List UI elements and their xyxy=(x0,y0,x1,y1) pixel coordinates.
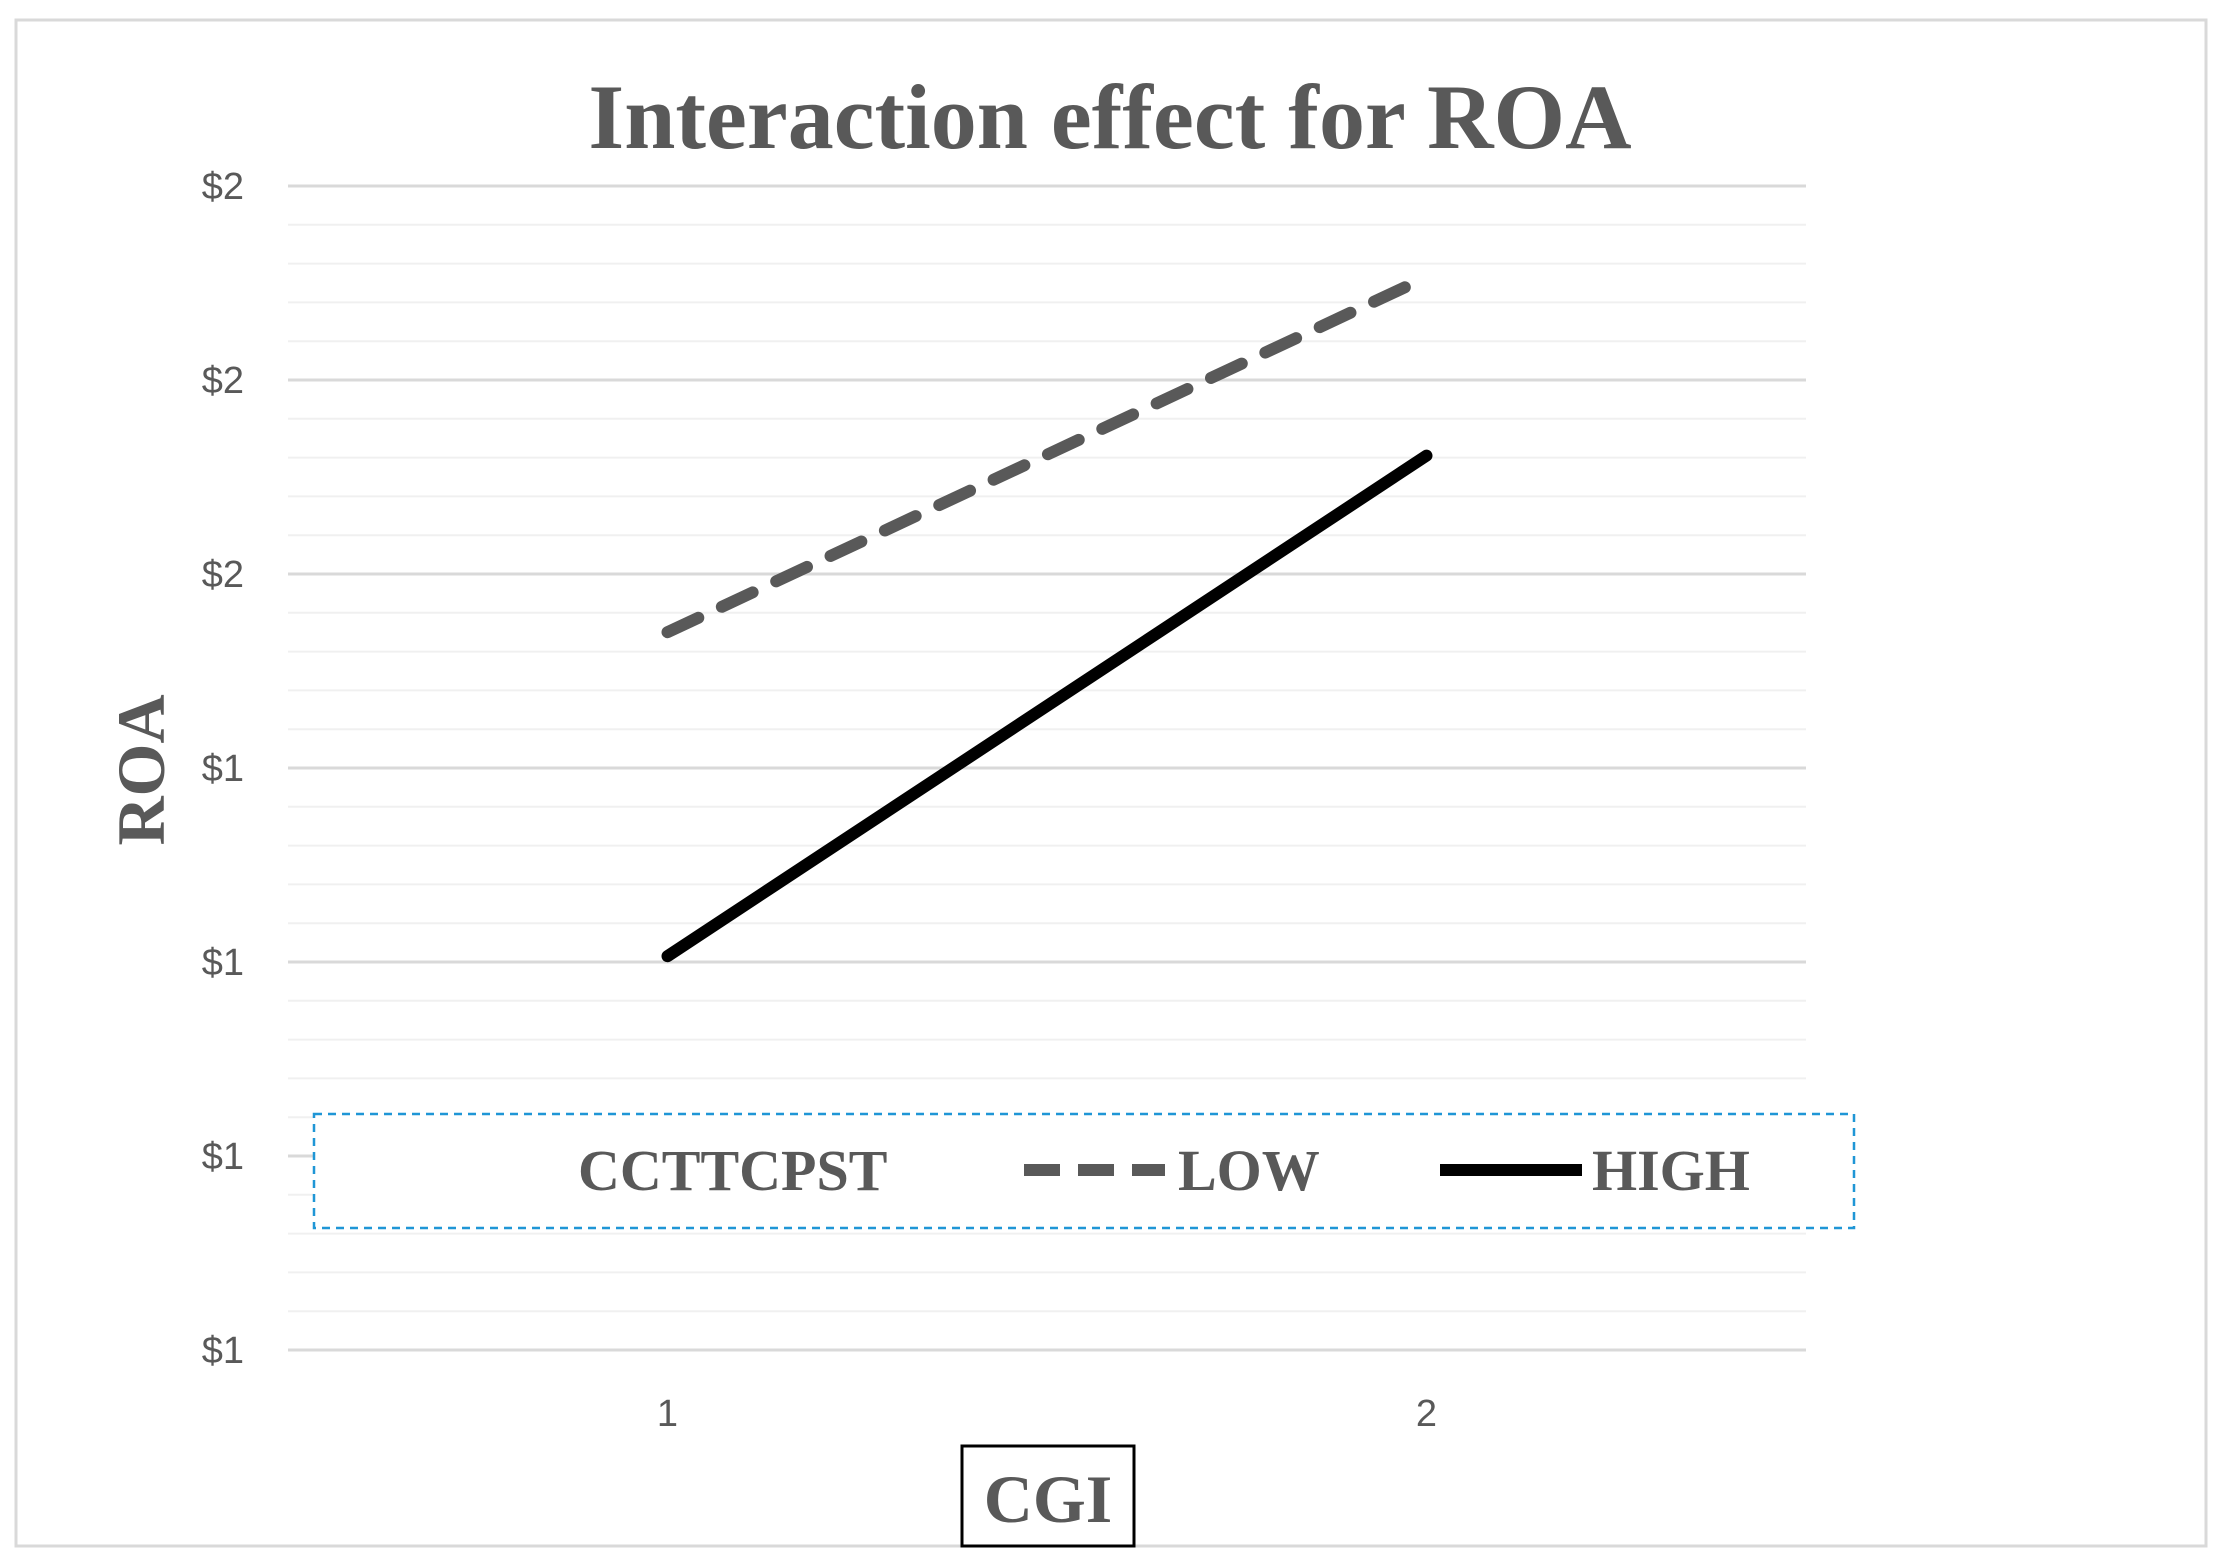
y-tick-label: $1 xyxy=(202,748,244,790)
chart-border xyxy=(14,18,2208,1548)
y-tick-label: $1 xyxy=(202,1136,244,1178)
y-tick-label: $1 xyxy=(202,1330,244,1372)
y-axis-label: ROA xyxy=(103,694,179,845)
series-lines xyxy=(661,271,1433,963)
y-axis-ticks: $1 $1 $1 $1 $2 $2 $2 xyxy=(202,166,244,1372)
legend-label-high: HIGH xyxy=(1592,1138,1750,1203)
x-tick-label: 1 xyxy=(657,1393,678,1435)
legend-label-low: LOW xyxy=(1178,1138,1320,1203)
y-tick-label: $2 xyxy=(202,360,244,402)
y-tick-label: $2 xyxy=(202,166,244,208)
x-axis-label-box xyxy=(960,1444,1136,1548)
legend-title: CCTTCPST xyxy=(578,1138,887,1203)
legend: CCTTCPST LOW HIGH xyxy=(312,1112,1856,1230)
series-line-low xyxy=(661,271,1433,639)
y-tick-label: $2 xyxy=(202,554,244,596)
series-line-high xyxy=(661,449,1433,963)
chart-title: Interaction effect for ROA xyxy=(588,66,1631,168)
x-tick-label: 2 xyxy=(1416,1393,1437,1435)
x-axis-label: CGI xyxy=(984,1461,1112,1537)
y-tick-label: $1 xyxy=(202,942,244,984)
